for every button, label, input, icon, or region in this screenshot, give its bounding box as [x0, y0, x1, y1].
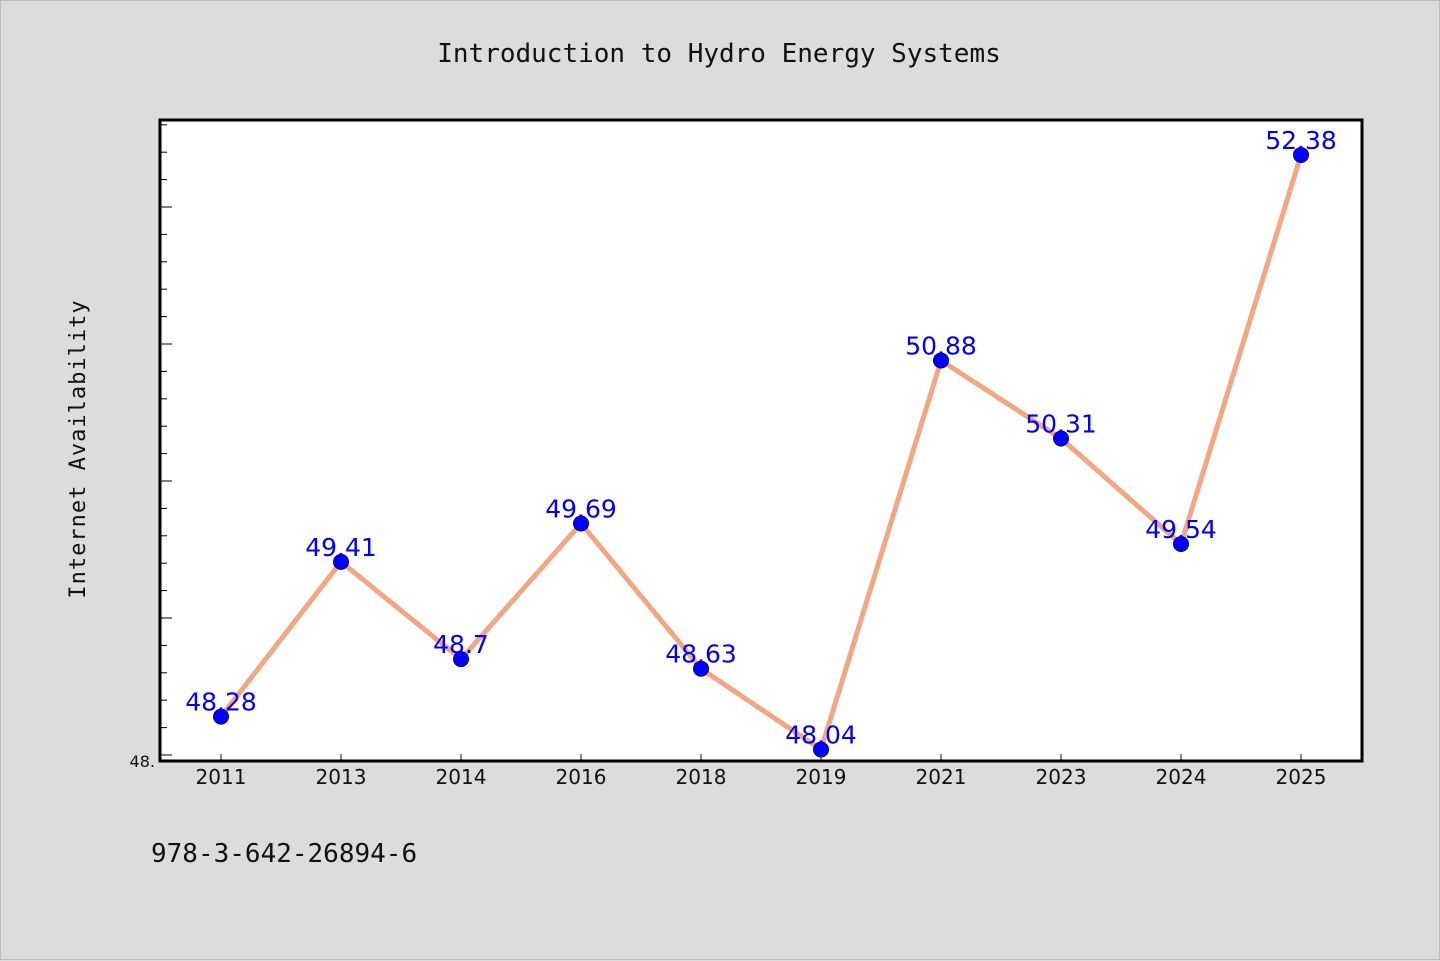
data-label: 48.28 [185, 688, 257, 717]
data-point [933, 352, 949, 369]
series-layer [218, 152, 1304, 753]
data-point [333, 553, 349, 570]
data-label: 52.38 [1265, 126, 1337, 155]
data-label: 50.88 [905, 331, 977, 360]
data-point [1053, 430, 1069, 447]
data-point [1293, 146, 1309, 163]
chart-title: Introduction to Hydro Energy Systems [437, 39, 1001, 69]
series-line [218, 152, 1304, 753]
data-label: 48.63 [665, 640, 737, 669]
x-tick-label: 2025 [1276, 765, 1327, 789]
x-tick-label: 2019 [796, 765, 847, 789]
data-point [813, 741, 829, 758]
data-label-layer: 48.28 49.41 48.7 49.69 48.63 48.04 50.88 50.31 4… [185, 126, 1337, 750]
data-label: 49.54 [1145, 515, 1217, 544]
x-axis-ticks: 2011 2013 2014 2016 2018 2019 2021 2023 2024 2025 [196, 754, 1327, 789]
x-tick-label: 2011 [196, 765, 247, 789]
plot-area [158, 118, 1364, 763]
data-point [1173, 536, 1189, 553]
x-tick-label: 2018 [676, 765, 727, 789]
y-axis-ticks [160, 124, 172, 756]
data-label: 50.31 [1025, 410, 1097, 439]
data-point [213, 708, 229, 725]
x-tick-label: 2016 [556, 765, 607, 789]
data-label: 48.7 [433, 630, 489, 659]
isbn-footer: 978-3-642-26894-6 [151, 839, 417, 869]
data-label: 49.41 [305, 533, 377, 562]
data-label: 49.69 [545, 494, 617, 523]
x-tick-label: 2014 [436, 765, 487, 789]
x-tick-label: 2024 [1156, 765, 1207, 789]
marker-layer [213, 146, 1309, 758]
y-axis-label: Internet Availability [66, 299, 91, 598]
x-tick-label: 2013 [316, 765, 367, 789]
x-tick-label: 2021 [916, 765, 967, 789]
x-tick-label: 2023 [1036, 765, 1087, 789]
data-label: 48.04 [785, 721, 857, 750]
data-point [453, 651, 469, 668]
data-point [573, 515, 589, 532]
data-point [693, 660, 709, 677]
y-tick-label: 48. [130, 752, 155, 771]
